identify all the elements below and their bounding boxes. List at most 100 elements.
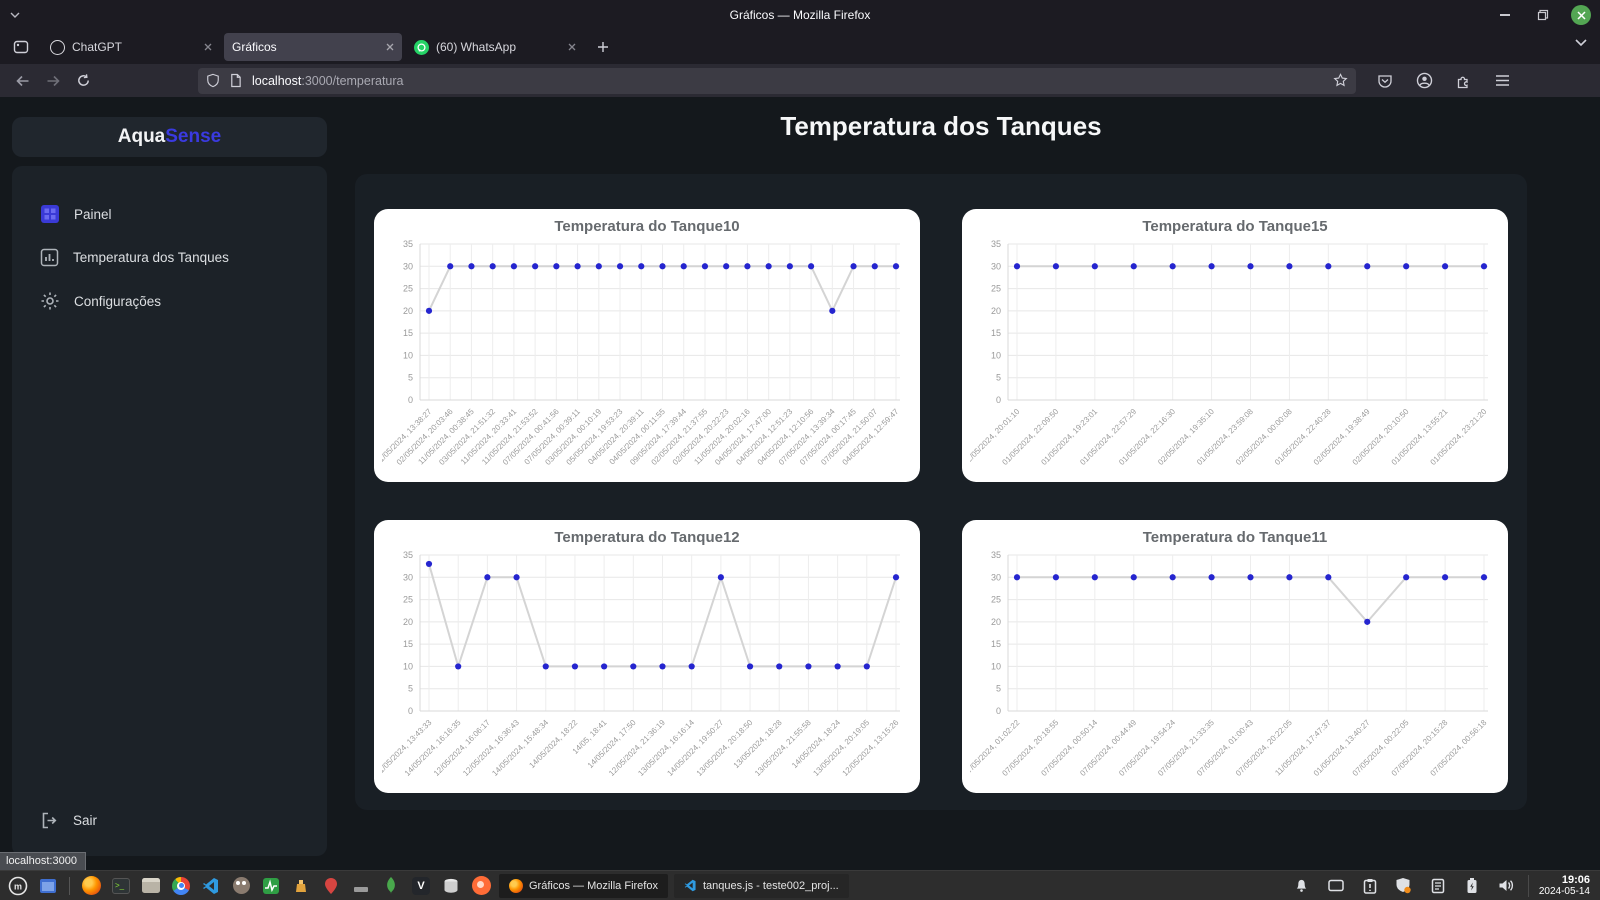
shield-icon[interactable] <box>206 73 220 88</box>
sidebar-item-painel[interactable]: Painel <box>12 192 327 236</box>
gimp-launcher-icon[interactable] <box>229 874 253 898</box>
app-logo: Aqua Sense <box>12 117 327 157</box>
minimized-app-icon[interactable] <box>349 874 373 898</box>
tab-whatsapp[interactable]: (60) WhatsApp <box>406 33 584 61</box>
terminal-launcher-icon[interactable]: >_ <box>109 874 133 898</box>
pin-app-launcher-icon[interactable] <box>319 874 343 898</box>
svg-text:20: 20 <box>991 306 1001 316</box>
svg-text:13/05/2024, 16:16:14: 13/05/2024, 16:16:14 <box>636 718 696 778</box>
svg-text:13/05/2024, 20:19:05: 13/05/2024, 20:19:05 <box>811 718 871 778</box>
taskbar: m >_ V Gráficos — Mozilla Firefox tanque… <box>0 870 1600 900</box>
svg-text:30: 30 <box>991 572 1001 582</box>
firewall-shield-icon[interactable] <box>1392 874 1416 898</box>
firefox-view-icon[interactable] <box>8 34 34 60</box>
sidebar-menu: Painel Temperatura dos Tanques Configura… <box>12 166 327 856</box>
tab-graficos[interactable]: Gráficos <box>224 33 402 61</box>
account-icon[interactable] <box>1410 68 1438 94</box>
tab-chatgpt[interactable]: ChatGPT <box>42 33 220 61</box>
battery-charging-icon[interactable] <box>1460 874 1484 898</box>
svg-text:12/05/2024, 13:15:26: 12/05/2024, 13:15:26 <box>841 718 901 778</box>
taskbar-window-firefox[interactable]: Gráficos — Mozilla Firefox <box>499 873 668 898</box>
url-text: localhost:3000/temperatura <box>252 73 404 88</box>
chart-card-tanque11: Temperatura do Tanque11 0 5 10 15 20 25 30 35 07… <box>962 520 1508 793</box>
svg-text:35: 35 <box>403 239 413 249</box>
svg-text:5: 5 <box>408 684 413 694</box>
taskbar-window-vscode[interactable]: tanques.js - teste002_proj... <box>673 873 849 898</box>
reload-icon[interactable] <box>69 68 97 94</box>
svg-text:20: 20 <box>991 617 1001 627</box>
svg-text:30: 30 <box>991 261 1001 271</box>
svg-text:5: 5 <box>996 373 1001 383</box>
text-log-icon[interactable] <box>1426 874 1450 898</box>
svg-text:12/05/2024, 21:36:19: 12/05/2024, 21:36:19 <box>607 718 667 778</box>
window-titlebar: Gráficos — Mozilla Firefox <box>0 0 1600 30</box>
mongodb-leaf-launcher-icon[interactable] <box>379 874 403 898</box>
monitor-app-launcher-icon[interactable] <box>259 874 283 898</box>
page-info-icon[interactable] <box>229 73 242 88</box>
mint-menu-icon[interactable]: m <box>6 874 30 898</box>
kettle-app-launcher-icon[interactable] <box>289 874 313 898</box>
svg-text:12/05/2024, 16:06:17: 12/05/2024, 16:06:17 <box>432 718 492 778</box>
svg-text:m: m <box>14 881 22 891</box>
files-launcher-icon[interactable] <box>139 874 163 898</box>
main-content: Temperatura dos Tanques Temperatura do T… <box>327 97 1600 870</box>
chart-card-tanque12: Temperatura do Tanque12 0 5 10 15 20 25 30 35 01… <box>374 520 920 793</box>
window-menu-caret-icon[interactable] <box>10 11 20 19</box>
menu-hamburger-icon[interactable] <box>1488 68 1516 94</box>
vscode-launcher-icon[interactable] <box>199 874 223 898</box>
chart-card-tanque15: Temperatura do Tanque15 0 5 10 15 20 25 30 35 02… <box>962 209 1508 482</box>
tab-close-icon[interactable] <box>204 43 212 51</box>
svg-text:10: 10 <box>991 350 1001 360</box>
postman-launcher-icon[interactable] <box>469 874 493 898</box>
dashboard-grid-icon <box>40 204 60 224</box>
charts-panel: Temperatura do Tanque10 0 5 10 15 20 25 30 35 0 1… <box>355 174 1527 810</box>
svg-text:35: 35 <box>403 550 413 560</box>
tab-close-icon[interactable] <box>386 43 394 51</box>
svg-text:10: 10 <box>403 661 413 671</box>
extensions-icon[interactable] <box>1449 68 1477 94</box>
sidebar-item-sair[interactable]: Sair <box>12 799 327 842</box>
svg-text:13/05/2024, 20:18:50: 13/05/2024, 20:18:50 <box>695 718 755 778</box>
web-page: Aqua Sense Painel Temperatura dos Tanques <box>0 97 1600 870</box>
v-app-launcher-icon[interactable]: V <box>409 874 433 898</box>
svg-text:15: 15 <box>991 639 1001 649</box>
taskbar-clock[interactable]: 19:06 2024-05-14 <box>1527 874 1594 897</box>
pocket-icon[interactable] <box>1371 68 1399 94</box>
database-app-launcher-icon[interactable] <box>439 874 463 898</box>
new-tab-button[interactable] <box>590 34 616 60</box>
svg-text:14/05/2024, 19:50:27: 14/05/2024, 19:50:27 <box>665 718 725 778</box>
maximize-button[interactable] <box>1532 4 1554 26</box>
update-manager-icon[interactable] <box>1358 874 1382 898</box>
url-bar[interactable]: localhost:3000/temperatura <box>198 67 1356 94</box>
svg-text:30: 30 <box>403 572 413 582</box>
svg-text:0: 0 <box>996 706 1001 716</box>
chrome-launcher-icon[interactable] <box>169 874 193 898</box>
bookmark-star-icon[interactable] <box>1333 73 1348 88</box>
svg-text:25: 25 <box>403 284 413 294</box>
svg-text:35: 35 <box>991 239 1001 249</box>
show-windows-icon[interactable] <box>36 874 60 898</box>
svg-text:0: 0 <box>408 706 413 716</box>
volume-icon[interactable] <box>1494 874 1518 898</box>
svg-text:20: 20 <box>403 306 413 316</box>
tab-close-icon[interactable] <box>568 43 576 51</box>
close-button[interactable] <box>1570 4 1592 26</box>
list-all-tabs-icon[interactable] <box>1574 38 1588 48</box>
workspace-switcher-icon[interactable] <box>1324 874 1348 898</box>
svg-text:14/05/2024, 16:16:35: 14/05/2024, 16:16:35 <box>403 718 463 778</box>
minimize-button[interactable] <box>1494 4 1516 26</box>
back-icon[interactable] <box>9 68 37 94</box>
system-tray: 19:06 2024-05-14 <box>1290 874 1594 898</box>
sidebar-item-temperatura[interactable]: Temperatura dos Tanques <box>12 236 327 279</box>
svg-text:25: 25 <box>991 284 1001 294</box>
sidebar: Aqua Sense Painel Temperatura dos Tanques <box>0 97 327 870</box>
bar-chart-icon <box>40 248 59 267</box>
sidebar-item-configuracoes[interactable]: Configurações <box>12 279 327 323</box>
forward-icon[interactable] <box>39 68 67 94</box>
svg-text:10: 10 <box>991 661 1001 671</box>
notifications-bell-icon[interactable] <box>1290 874 1314 898</box>
page-title: Temperatura dos Tanques <box>780 111 1102 141</box>
firefox-launcher-icon[interactable] <box>79 874 103 898</box>
